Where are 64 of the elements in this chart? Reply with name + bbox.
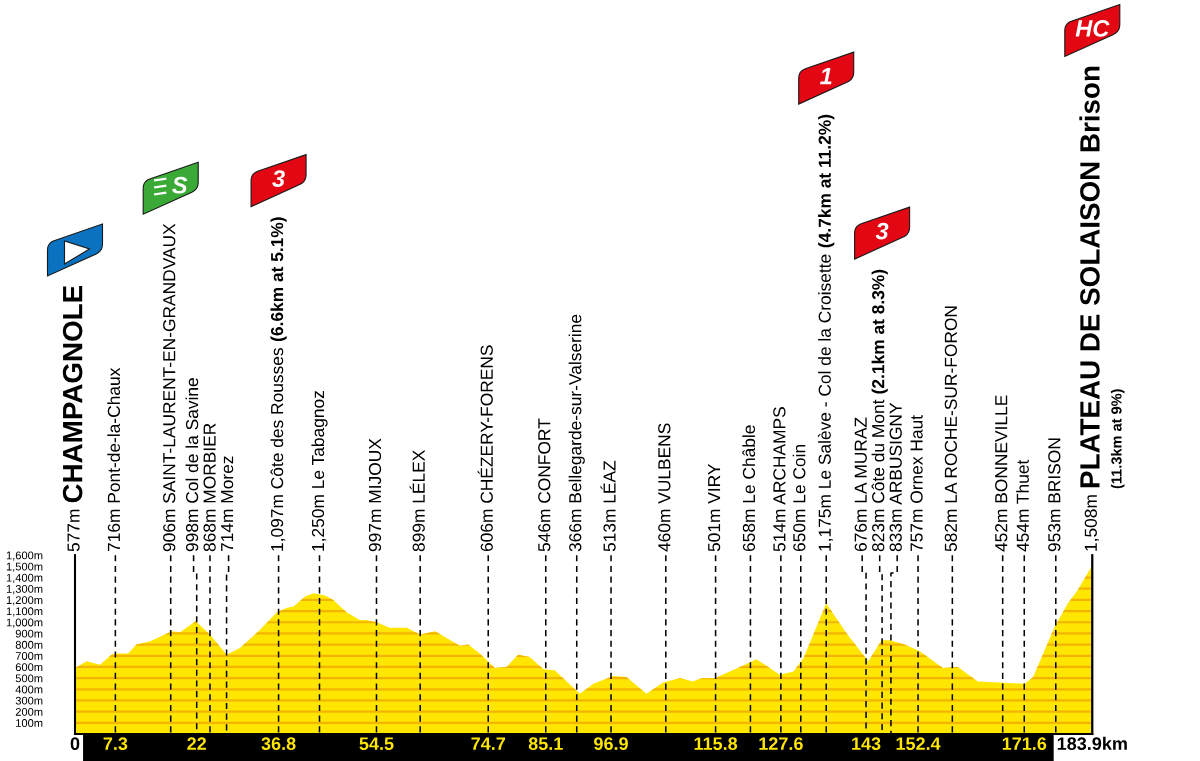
- x-tick-label: 0: [70, 737, 80, 751]
- text: HC: [1075, 20, 1110, 37]
- x-tick-label: 143: [852, 737, 881, 751]
- x-tick-label: 22: [187, 737, 207, 750]
- x-tick-label: 152.4: [896, 737, 941, 751]
- ref-line-label: 514m ARCHAMPS: [773, 407, 786, 552]
- y-tick-label: 1,400m: [6, 573, 43, 583]
- y-tick-label: 700m: [15, 652, 43, 660]
- x-tick-label: 171.6: [1002, 737, 1047, 751]
- ref-line-label: 366m Bellegarde-sur-Valserine: [568, 314, 585, 552]
- y-tick-label: 400m: [15, 685, 43, 694]
- ref-line-label: 716m Pont-de-la-Chaux: [107, 367, 121, 552]
- text: 3: [875, 222, 889, 240]
- y-tick-label: 1,500m: [6, 562, 43, 572]
- ref-line-label: 658m Le Châble: [742, 425, 756, 552]
- ref-line-label: 833m ARBUSIGNY: [889, 402, 902, 552]
- x-tick-label: 36.8: [261, 737, 296, 751]
- ref-line-label: 650m Le Coin: [792, 445, 806, 552]
- ref-line-label: 606m CHÉZERY-FORENS: [477, 345, 493, 552]
- y-tick-label: 1,300m: [6, 584, 43, 595]
- ref-line-label: 546m CONFORT: [538, 418, 551, 552]
- y-tick-label: 100m: [16, 719, 43, 727]
- ref-line-label: 460m VULBENS: [658, 423, 671, 552]
- ref-line-label: 582m LA ROCHE-SUR-FORON: [944, 306, 958, 552]
- text: S: [172, 176, 188, 194]
- ref-line-label: 452m BONNEVILLE: [995, 395, 1008, 552]
- y-tick-label: 500m: [15, 674, 43, 683]
- ref-line-label: 676m LA MURAZ: [854, 417, 867, 552]
- x-tick-label: 127.6: [759, 737, 803, 751]
- x-tick-label: 85.1: [528, 737, 563, 751]
- ref-line-label: 454m Thuet: [1016, 459, 1029, 552]
- ref-line-label: 757m Ornex Haut: [910, 415, 923, 552]
- ref-line-label: 1,508m PLATEAU DE SOLAISON Brison (11.3km at 9%): [1079, 66, 1125, 551]
- y-tick-label: 200m: [15, 707, 43, 716]
- x-tick-label: 115.8: [694, 737, 738, 751]
- ref-line-label: 868m MORBIER: [203, 423, 216, 552]
- text: 3: [272, 170, 285, 187]
- x-tick-label: 7.3: [103, 737, 128, 751]
- ref-line-label: 1,250m Le Tabagnoz: [311, 391, 328, 551]
- ref-line-label: 953m BRISON: [1048, 438, 1061, 552]
- ref-line-label: 899m LÉLEX: [409, 450, 425, 552]
- ref-line-label: 997m MIJOUX: [368, 438, 382, 552]
- y-tick-label: 800m: [15, 640, 43, 649]
- y-tick-label: 1,200m: [6, 596, 43, 606]
- x-tick-label: 54.5: [359, 737, 394, 751]
- ref-line-label: 501m VIRY: [707, 463, 721, 552]
- ref-line-label: 998m Col de la Savine: [185, 378, 199, 552]
- ref-line-label: 577m CHAMPAGNOLE: [62, 285, 83, 552]
- ref-line-label: 906m SAINT-LAURENT-EN-GRANDVAUX: [163, 223, 176, 552]
- y-tick-label: 300m: [15, 696, 43, 705]
- y-tick-label: 1,000m: [6, 618, 43, 628]
- y-tick-label: 600m: [15, 663, 43, 672]
- ref-line-label: 513m LÉAZ: [600, 460, 616, 552]
- y-tick-label: 900m: [15, 629, 43, 638]
- ref-line-label: 1,097m Côte des Rousses (6.6km at 5.1%): [270, 217, 287, 551]
- ref-line-label: 1,175m Le Salève - Col de la Croisette (4.7km at 11.2%): [817, 114, 835, 551]
- text: 1: [820, 67, 832, 85]
- x-tick-label: 74.7: [471, 737, 505, 750]
- y-tick-label: 1,600m: [6, 551, 43, 561]
- ref-line-label: 823m Côte du Mont (2.1km at 8.3%): [871, 269, 888, 552]
- ref-line-label: 714m Morez: [221, 456, 234, 552]
- x-tick-label: 96.9: [594, 737, 628, 751]
- x-tick-label: 183.9km: [1057, 736, 1127, 751]
- y-tick-label: 1,100m: [6, 607, 43, 617]
